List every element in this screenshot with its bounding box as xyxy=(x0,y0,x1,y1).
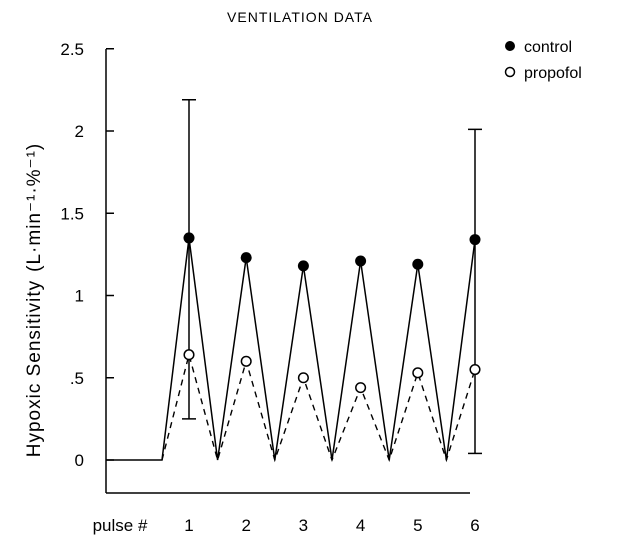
control-point-1 xyxy=(183,232,195,244)
y-tick-label-5: 0 xyxy=(75,451,84,470)
control-point-3 xyxy=(297,260,309,272)
series-control-line xyxy=(106,237,476,461)
x-tick-label-6: 6 xyxy=(470,516,479,535)
propofol-point-2 xyxy=(240,355,252,367)
y-tick-label-0: 2.5 xyxy=(60,40,84,59)
legend-propofol-label: propofol xyxy=(524,65,582,82)
y-tick-label-3: 1 xyxy=(75,287,84,306)
propofol-point-1 xyxy=(183,349,195,361)
axes xyxy=(105,48,470,494)
legend-control-label: control xyxy=(524,39,572,56)
x-tick-label-5: 5 xyxy=(413,516,422,535)
chart-title: VENTILATION DATA xyxy=(227,9,373,25)
legend-control-marker xyxy=(505,41,515,51)
y-axis-label-units: (L·min⁻¹·%⁻¹) xyxy=(24,143,45,272)
x-axis-label: pulse # xyxy=(93,516,148,535)
propofol-point-5 xyxy=(412,367,424,379)
y-tick-label-4: .5 xyxy=(70,369,84,388)
series-lines xyxy=(106,237,476,463)
y-tick-label-1: 2 xyxy=(75,122,84,141)
propofol-point-4 xyxy=(355,382,367,394)
series-propofol-line xyxy=(161,351,476,463)
data-points xyxy=(183,232,481,394)
x-tick-label-3: 3 xyxy=(299,516,308,535)
control-point-2 xyxy=(240,252,252,264)
x-tick-label-1: 1 xyxy=(184,516,193,535)
control-point-4 xyxy=(355,255,367,267)
control-point-5 xyxy=(412,258,424,270)
y-tick-label-2: 1.5 xyxy=(60,204,84,223)
y-axis-label-text: Hypoxic Sensitivity xyxy=(24,280,45,457)
x-tick-label-2: 2 xyxy=(241,516,250,535)
propofol-point-3 xyxy=(297,372,309,384)
error-bars xyxy=(182,98,482,455)
y-axis-label: Hypoxic Sensitivity (L·min⁻¹·%⁻¹) xyxy=(24,143,45,458)
control-point-6 xyxy=(469,234,481,246)
legend-propofol-marker xyxy=(504,66,516,78)
x-tick-label-4: 4 xyxy=(356,516,365,535)
y-tick-labels: 2.521.51.50 xyxy=(60,40,84,470)
legend: control propofol xyxy=(504,39,582,82)
x-tick-labels: pulse # 1 2 3 4 5 6 xyxy=(93,516,480,535)
propofol-point-6 xyxy=(469,363,481,376)
